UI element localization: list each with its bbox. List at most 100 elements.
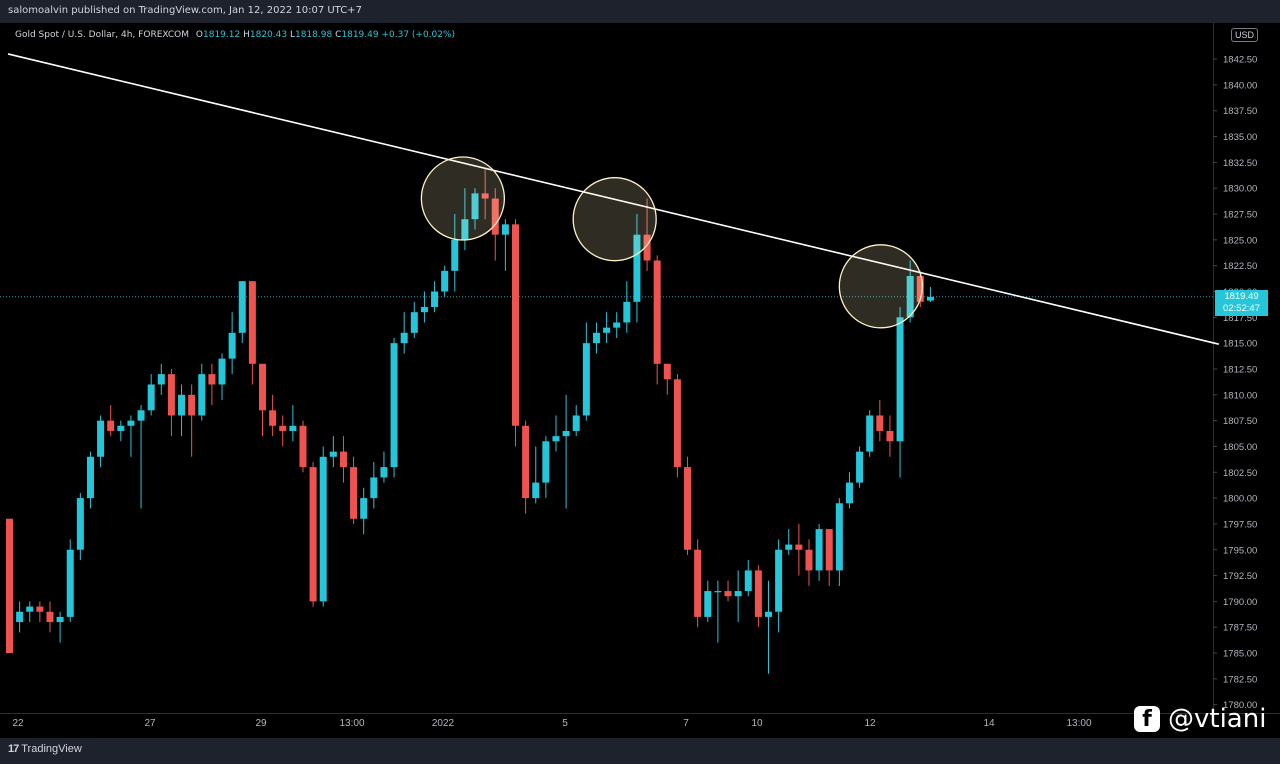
candle-body[interactable] — [350, 467, 358, 519]
candle-body[interactable] — [785, 544, 793, 550]
candle-body[interactable] — [117, 425, 125, 431]
candle-body[interactable] — [157, 374, 165, 385]
highlight-circle[interactable] — [420, 156, 506, 241]
candle-body[interactable] — [289, 425, 297, 431]
candle-body[interactable] — [572, 415, 580, 431]
candle-body[interactable] — [896, 317, 904, 442]
candle-body[interactable] — [552, 436, 560, 442]
candle-body[interactable] — [684, 467, 692, 550]
candle-body[interactable] — [390, 343, 398, 468]
candle-body[interactable] — [26, 606, 34, 612]
candle-body[interactable] — [592, 332, 600, 344]
candle-body[interactable] — [208, 374, 216, 385]
candle-body[interactable] — [269, 410, 277, 426]
candle-body[interactable] — [754, 570, 762, 617]
candle-body[interactable] — [329, 451, 337, 457]
candle-body[interactable] — [825, 529, 833, 571]
candle-body[interactable] — [76, 498, 84, 550]
candle-body[interactable] — [248, 281, 256, 364]
candle-body[interactable] — [56, 616, 64, 623]
candle-body[interactable] — [188, 394, 196, 416]
candle-body[interactable] — [259, 363, 266, 411]
candle-body[interactable] — [765, 611, 772, 617]
candle-body[interactable] — [339, 451, 347, 468]
price-axis[interactable] — [1213, 23, 1280, 713]
candle-body[interactable] — [491, 198, 499, 235]
candle-body[interactable] — [420, 306, 428, 313]
candle-body[interactable] — [845, 482, 853, 504]
candle-body[interactable] — [167, 374, 175, 416]
candle-body[interactable] — [926, 296, 934, 301]
candle-body[interactable] — [471, 193, 479, 220]
candle-body[interactable] — [319, 456, 327, 602]
candle-body[interactable] — [380, 467, 388, 478]
candle-body[interactable] — [613, 322, 621, 328]
candle-body[interactable] — [603, 327, 611, 333]
candlestick-chart[interactable]: 1780.00 1782.50 1785.00 1787.50 1790.00 1792.… — [0, 23, 1280, 738]
highlight-circle[interactable] — [838, 244, 923, 329]
candle-body[interactable] — [815, 529, 823, 571]
candle-body[interactable] — [86, 456, 94, 499]
candle-body[interactable] — [218, 358, 226, 385]
candle-body[interactable] — [744, 570, 752, 592]
candle-body[interactable] — [147, 384, 155, 411]
candle-body[interactable] — [36, 606, 44, 612]
candle-body[interactable] — [582, 343, 590, 416]
candle-body[interactable] — [542, 441, 550, 483]
chart-area[interactable]: 1780.00 1782.50 1785.00 1787.50 1790.00 1792.… — [0, 23, 1280, 738]
candle-body[interactable] — [805, 549, 813, 571]
candle-body[interactable] — [107, 420, 115, 431]
candle-body[interactable] — [178, 394, 186, 416]
candle-body[interactable] — [501, 224, 509, 235]
candle-body[interactable] — [886, 430, 894, 442]
candle-body[interactable] — [299, 425, 307, 468]
highlight-circle[interactable] — [572, 177, 657, 262]
candle-body[interactable] — [795, 544, 803, 550]
candle-body[interactable] — [906, 276, 914, 318]
candle-body[interactable] — [916, 276, 924, 302]
candle-body[interactable] — [309, 467, 317, 602]
candle-body[interactable] — [451, 239, 459, 271]
candle-body[interactable] — [512, 224, 519, 426]
candle-body[interactable] — [370, 477, 378, 499]
candle-body[interactable] — [643, 234, 651, 261]
candle-body[interactable] — [238, 281, 246, 333]
candle-body[interactable] — [360, 498, 368, 519]
candle-body[interactable] — [441, 270, 449, 292]
candle-body[interactable] — [856, 451, 864, 483]
candle-body[interactable] — [137, 410, 145, 421]
trendline[interactable] — [7, 53, 1220, 345]
candle-body[interactable] — [562, 430, 570, 437]
candle-body[interactable] — [633, 234, 641, 302]
candle-body[interactable] — [653, 260, 661, 364]
currency-button[interactable]: USD — [1231, 28, 1259, 42]
candle-body[interactable] — [775, 549, 783, 612]
candle-body[interactable] — [835, 503, 843, 571]
candle-body[interactable] — [198, 374, 206, 416]
candle-body[interactable] — [704, 591, 712, 617]
candle-body[interactable] — [228, 332, 236, 359]
candle-body[interactable] — [694, 549, 702, 617]
candle-body[interactable] — [481, 193, 489, 199]
candle-body[interactable] — [6, 518, 13, 654]
candle-body[interactable] — [532, 482, 540, 499]
candle-body[interactable] — [279, 425, 287, 431]
candle-body[interactable] — [522, 425, 530, 499]
candle-body[interactable] — [16, 611, 24, 623]
candle-body[interactable] — [734, 591, 742, 597]
tradingview-logo[interactable]: 17 TradingView — [8, 743, 82, 755]
candle-body[interactable] — [46, 611, 54, 623]
candle-body[interactable] — [673, 379, 681, 468]
candle-body[interactable] — [410, 312, 418, 333]
candle-body[interactable] — [663, 363, 671, 380]
candle-body[interactable] — [724, 591, 732, 597]
candle-body[interactable] — [623, 301, 631, 323]
candle-body[interactable] — [876, 415, 884, 431]
candle-body[interactable] — [714, 591, 722, 593]
candle-body[interactable] — [866, 415, 874, 452]
candle-body[interactable] — [66, 549, 74, 617]
candle-body[interactable] — [431, 291, 439, 307]
candle-body[interactable] — [461, 219, 469, 240]
candle-body[interactable] — [97, 420, 105, 457]
candle-body[interactable] — [127, 420, 135, 426]
